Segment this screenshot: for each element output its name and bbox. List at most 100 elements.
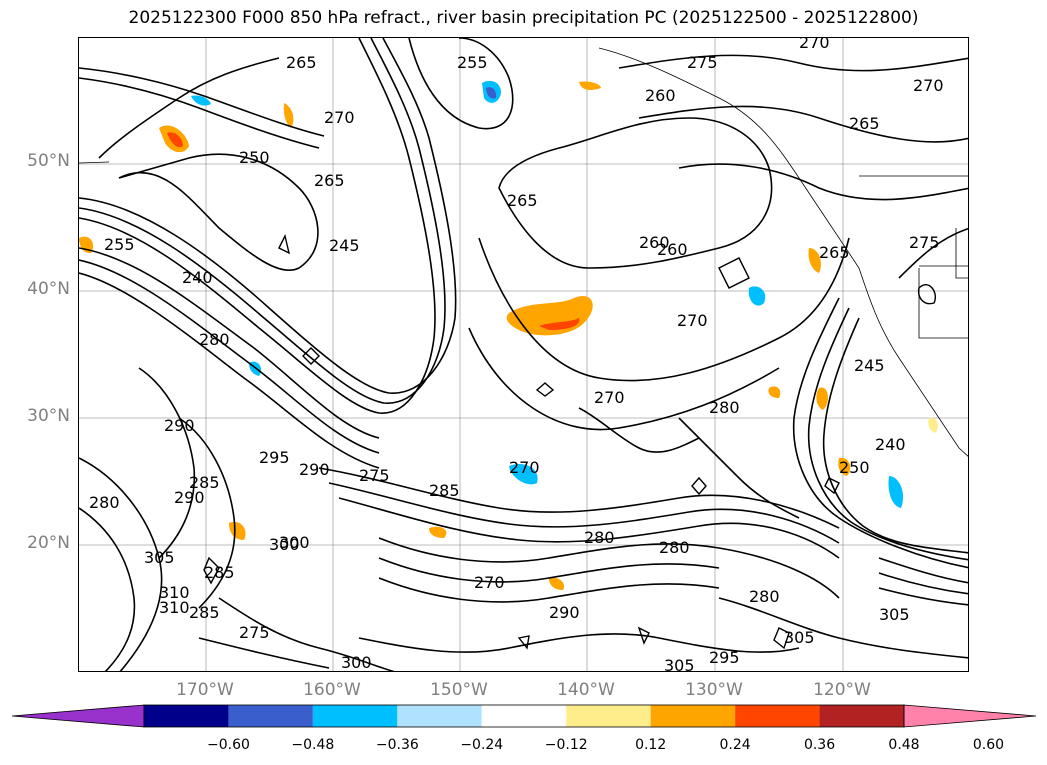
- map-panel: 270 275 270 265 260 255 265 270 250 265 …: [78, 37, 969, 672]
- contour-label: 280: [584, 528, 615, 547]
- contour-line: [378, 537, 840, 599]
- contour-line: [822, 317, 968, 554]
- colorbar-segment: [566, 705, 651, 727]
- contour-label: 265: [507, 191, 538, 210]
- contour-label: 300: [269, 535, 300, 554]
- contour-label: 270: [474, 573, 505, 592]
- contour-label: 305: [784, 628, 815, 647]
- contour-line: [318, 467, 840, 529]
- contour-line: [478, 237, 850, 382]
- contour-line: [718, 257, 750, 289]
- contour-label: 275: [687, 53, 718, 72]
- contour-line: [637, 626, 650, 645]
- contour-line: [79, 38, 446, 404]
- lat-label-50n: 50°N: [27, 151, 70, 171]
- contour-label: 290: [549, 603, 580, 622]
- contour-label: 285: [429, 481, 460, 500]
- contour-label: 285: [189, 603, 220, 622]
- contour-line: [408, 38, 514, 130]
- contour-label: 270: [509, 458, 540, 477]
- colorbar-tick-label: 0.24: [719, 737, 751, 753]
- contour-line: [328, 482, 840, 544]
- contour-label: 265: [819, 243, 850, 262]
- contour-label: 285: [189, 473, 220, 492]
- contour-label: 260: [639, 233, 670, 252]
- contour-label: 270: [594, 388, 625, 407]
- contour-label: 310: [159, 583, 190, 602]
- precip-blob-orange: [579, 81, 601, 90]
- lon-label-130w: 130°W: [685, 680, 743, 700]
- contour-label: 250: [839, 458, 870, 477]
- contour-line: [678, 417, 800, 519]
- coastline-path: [598, 47, 968, 457]
- contour-line: [898, 227, 968, 279]
- contour-label: 300: [279, 533, 310, 552]
- contour-line: [498, 117, 773, 269]
- contour-label: 295: [709, 648, 740, 667]
- refractivity-contours: [79, 38, 968, 671]
- contour-label: 260: [645, 86, 676, 105]
- contour-line: [878, 572, 968, 595]
- colorbar: [12, 704, 1036, 728]
- contour-label: 255: [457, 53, 488, 72]
- precip-blob-yellow: [928, 417, 938, 433]
- contour-line: [535, 382, 555, 397]
- precip-blob-cyan: [509, 463, 538, 485]
- coastline: [79, 47, 968, 457]
- precip-blob-cyan: [191, 95, 211, 106]
- contour-label: 305: [144, 548, 175, 567]
- contour-line: [468, 327, 780, 431]
- map-title: 2025122300 F000 850 hPa refract., river …: [128, 8, 919, 28]
- contour-label: 305: [664, 656, 695, 672]
- contour-label: 265: [849, 114, 880, 133]
- colorbar-tick-label: −0.48: [291, 737, 335, 753]
- contour-line: [358, 633, 800, 653]
- contour-label: 295: [259, 448, 290, 467]
- contour-line: [578, 407, 700, 453]
- lon-label-120w: 120°W: [813, 680, 871, 700]
- contour-line: [198, 637, 330, 669]
- contour-line: [98, 57, 280, 159]
- contour-label: 265: [314, 171, 345, 190]
- colorbar-tick-label: 0.60: [972, 737, 1005, 753]
- contour-line: [691, 476, 707, 496]
- precip-blob-red: [167, 132, 183, 148]
- precipitation-shading: [79, 80, 938, 590]
- contour-label: 275: [239, 623, 270, 642]
- contour-line: [79, 77, 320, 149]
- contour-label: 240: [875, 435, 906, 454]
- coastline-path: [79, 161, 110, 164]
- coastline-path: [955, 228, 968, 279]
- contour-label: 270: [799, 38, 830, 52]
- contour-line: [79, 38, 457, 394]
- contour-label: 255: [104, 235, 135, 254]
- contour-label: 270: [677, 311, 708, 330]
- colorbar-segment: [650, 705, 736, 727]
- contour-line: [878, 587, 968, 606]
- contour-line: [302, 347, 320, 365]
- contour-label: 270: [324, 108, 355, 127]
- contour-labels: 270 275 270 265 260 255 265 270 250 265 …: [89, 38, 944, 672]
- colorbar-segment: [312, 705, 398, 727]
- colorbar-extend-left: [12, 704, 145, 728]
- colorbar-segment: [144, 705, 229, 727]
- contour-label: 290: [174, 488, 205, 507]
- precip-blob-orange: [838, 457, 851, 476]
- contour-label: 240: [182, 268, 213, 287]
- lon-label-140w: 140°W: [557, 680, 615, 700]
- lat-label-20n: 20°N: [27, 533, 70, 553]
- colorbar-tick-label: −0.36: [375, 737, 419, 753]
- precip-blob-orange: [808, 248, 821, 273]
- contour-label: 245: [329, 236, 360, 255]
- colorbar-segment: [481, 705, 567, 727]
- contour-label: 275: [359, 466, 390, 485]
- contour-line: [824, 477, 840, 495]
- colorbar-segment: [819, 705, 904, 727]
- colorbar-tick-label: −0.24: [460, 737, 504, 753]
- contour-label: 290: [164, 416, 195, 435]
- contour-label: 290: [299, 460, 330, 479]
- contour-line: [203, 556, 220, 585]
- contour-line: [79, 507, 136, 671]
- contour-label: 280: [749, 587, 780, 606]
- contour-label: 310: [159, 598, 190, 617]
